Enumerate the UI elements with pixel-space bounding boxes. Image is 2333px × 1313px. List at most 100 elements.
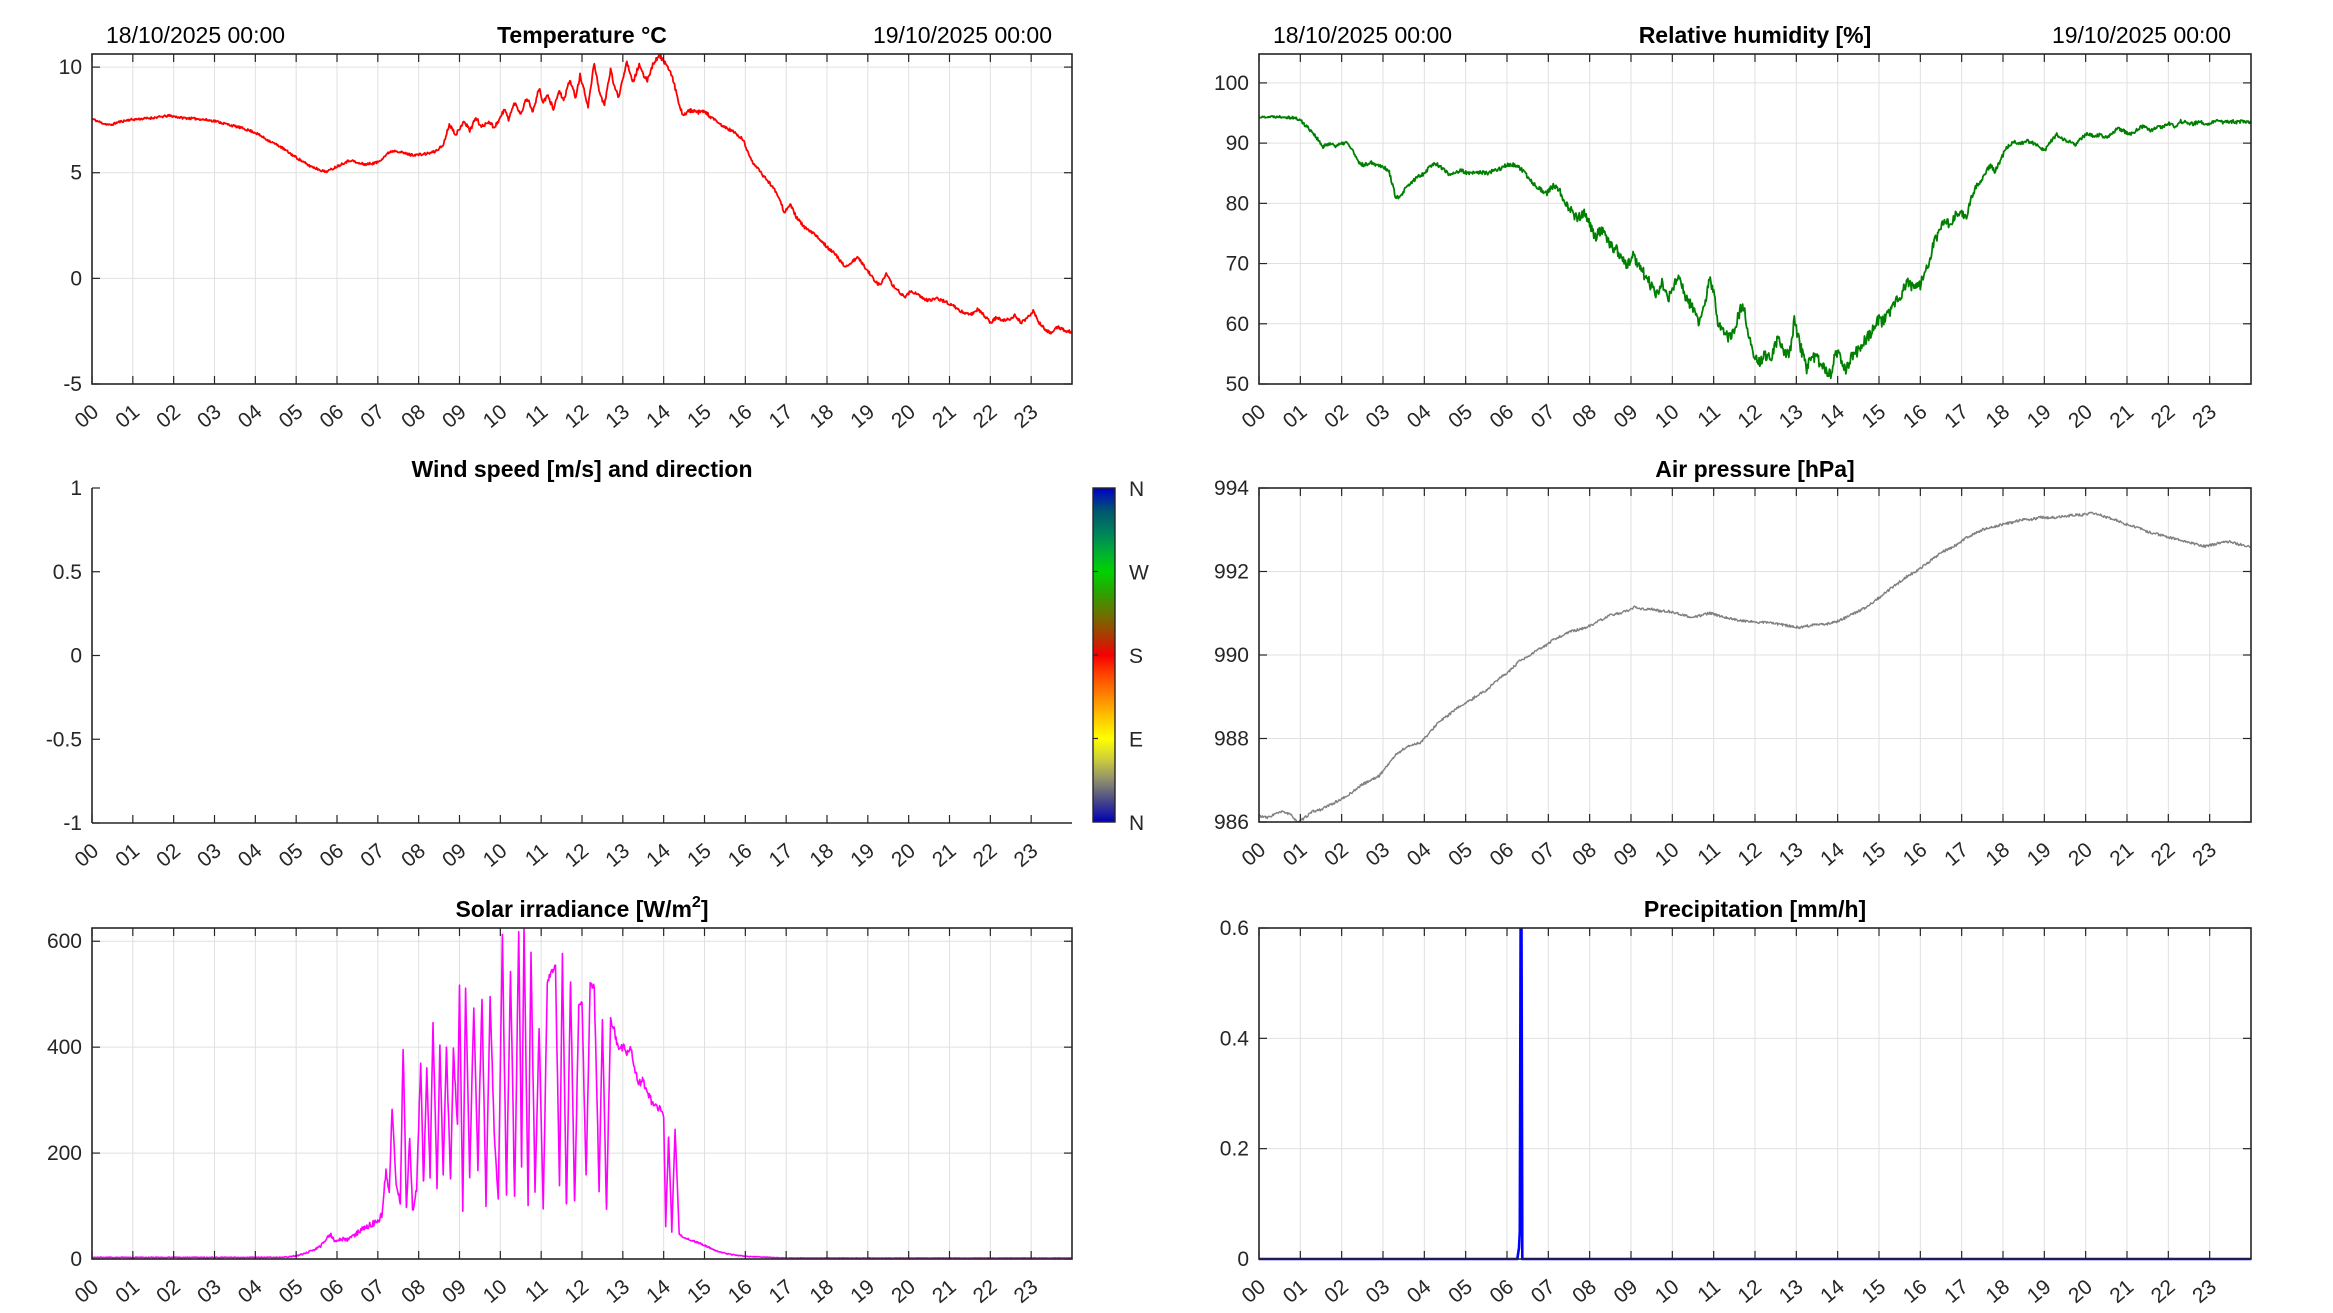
x-tick-label: 15 xyxy=(1858,838,1891,871)
x-tick-label: 06 xyxy=(316,400,349,433)
y-tick-label: 0 xyxy=(1237,1248,1249,1271)
colorbar-border xyxy=(1092,487,1116,823)
x-tick-label: 18 xyxy=(1982,1275,2015,1308)
x-tick-label: 11 xyxy=(521,400,552,432)
x-tick-label: 12 xyxy=(561,1275,594,1308)
x-tick-label: 03 xyxy=(1362,1275,1395,1308)
x-tick-label: 18 xyxy=(806,400,839,433)
x-tick-label: 14 xyxy=(1816,838,1849,871)
x-tick-label: 02 xyxy=(1320,1275,1353,1308)
y-tick-label: 70 xyxy=(1226,253,1249,276)
x-tick-label: 13 xyxy=(1775,1275,1808,1308)
x-tick-label: 19 xyxy=(2023,838,2056,871)
colorbar-label-4: N xyxy=(1129,812,1144,835)
y-tick-label: 0.4 xyxy=(1220,1027,1250,1050)
x-tick-label: 02 xyxy=(1320,838,1353,871)
x-tick-label: 15 xyxy=(683,1275,716,1308)
date-annotation-right: 19/10/2025 00:00 xyxy=(2052,22,2231,48)
x-tick-label: 04 xyxy=(1403,838,1436,871)
x-tick-label: 04 xyxy=(234,1275,267,1308)
y-tick-label: 988 xyxy=(1214,728,1249,751)
y-tick-label: 986 xyxy=(1214,811,1249,834)
x-tick-label: 07 xyxy=(1527,838,1560,871)
x-tick-label: 12 xyxy=(1734,1275,1767,1308)
colorbar-gradient xyxy=(1093,488,1115,822)
x-tick-label: 22 xyxy=(2147,838,2180,871)
x-tick-label: 08 xyxy=(397,1275,430,1308)
x-tick-label: 06 xyxy=(316,1275,349,1308)
x-tick-label: 19 xyxy=(846,839,879,872)
precipitation-chart: 00 01 02 03 04 05 06 07 08 09 10 11 12 13 14 15 16 17 18 19… xyxy=(1220,896,2252,1308)
x-tick-label: 09 xyxy=(438,1275,471,1308)
x-tick-label: 03 xyxy=(193,1275,226,1308)
x-tick-label: 01 xyxy=(111,839,144,872)
x-tick-label: 17 xyxy=(765,1275,798,1308)
x-tick-label: 14 xyxy=(1816,400,1849,433)
x-tick-label: 15 xyxy=(683,839,716,872)
x-tick-label: 20 xyxy=(887,1275,920,1308)
x-tick-label: 09 xyxy=(1610,400,1643,433)
x-tick-label: 00 xyxy=(71,400,104,433)
x-tick-label: 20 xyxy=(887,839,920,872)
x-tick-label: 02 xyxy=(152,1275,185,1308)
x-tick-label: 16 xyxy=(1899,838,1932,871)
x-tick-label: 01 xyxy=(111,1275,144,1308)
x-tick-label: 08 xyxy=(1568,838,1601,871)
x-tick-label: 00 xyxy=(71,1275,104,1308)
x-tick-label: 03 xyxy=(1362,838,1395,871)
y-tick-label: -0.5 xyxy=(46,728,82,751)
x-tick-label: 06 xyxy=(316,839,349,872)
x-tick-label: 08 xyxy=(397,400,430,433)
x-tick-label: 09 xyxy=(438,400,471,433)
x-tick-label: 13 xyxy=(601,400,634,433)
x-tick-label: 22 xyxy=(969,839,1002,872)
x-tick-label: 22 xyxy=(969,1275,1002,1308)
x-tick-label: 02 xyxy=(152,400,185,433)
x-tick-label: 00 xyxy=(1238,1275,1271,1308)
x-tick-label: 09 xyxy=(1610,1275,1643,1308)
colorbar-label-1: W xyxy=(1129,562,1149,585)
x-tick-label: 21 xyxy=(2106,400,2139,433)
x-tick-label: 07 xyxy=(356,1275,389,1308)
x-tick-label: 10 xyxy=(1651,1275,1684,1308)
x-tick-label: 05 xyxy=(1444,838,1477,871)
y-tick-label: 0.2 xyxy=(1220,1138,1249,1161)
x-tick-label: 23 xyxy=(2188,400,2221,433)
colorbar-label-0: N xyxy=(1129,478,1144,501)
relative-humidity-chart: 00 01 02 03 04 05 06 07 08 09 10 11 12 13 14 15 16 17 18 19… xyxy=(1214,22,2252,433)
chart-title: Relative humidity [%] xyxy=(1639,22,1872,48)
x-tick-label: 19 xyxy=(2023,400,2056,433)
x-tick-label: 08 xyxy=(397,839,430,872)
x-tick-label: 15 xyxy=(683,400,716,433)
x-tick-label: 01 xyxy=(111,400,144,433)
relative-humidity-line xyxy=(1258,114,2252,380)
chart-title: Precipitation [mm/h] xyxy=(1644,896,1866,922)
x-tick-label: 23 xyxy=(1010,1275,1043,1308)
x-tick-label: 08 xyxy=(1568,400,1601,433)
x-tick-label: 18 xyxy=(1982,400,2015,433)
x-tick-label: 02 xyxy=(152,839,185,872)
chart-title: Air pressure [hPa] xyxy=(1655,456,1854,482)
x-tick-label: 14 xyxy=(642,400,675,433)
x-tick-label: 03 xyxy=(1362,400,1395,433)
colorbar-label-3: E xyxy=(1129,729,1143,752)
x-tick-label: 10 xyxy=(479,400,512,433)
x-tick-label: 01 xyxy=(1279,838,1312,871)
y-tick-label: 90 xyxy=(1226,132,1249,155)
x-tick-label: 12 xyxy=(561,400,594,433)
x-tick-label: 05 xyxy=(275,400,308,433)
y-tick-label: 400 xyxy=(47,1036,82,1059)
x-tick-label: 04 xyxy=(234,839,267,872)
x-tick-label: 15 xyxy=(1858,400,1891,433)
x-tick-label: 21 xyxy=(2106,838,2139,871)
x-tick-label: 19 xyxy=(846,1275,879,1308)
x-tick-label: 12 xyxy=(1734,400,1767,433)
y-tick-label: -5 xyxy=(63,373,82,396)
y-tick-label: 0 xyxy=(70,1248,82,1271)
y-tick-label: 990 xyxy=(1214,644,1249,667)
x-tick-label: 16 xyxy=(724,400,757,433)
x-tick-label: 12 xyxy=(1734,838,1767,871)
solar-irradiance-chart: 00 01 02 03 04 05 06 07 08 09 10 11 12 13 14 15 16 17 18 19… xyxy=(47,896,1073,1308)
x-tick-label: 06 xyxy=(1486,1275,1519,1308)
